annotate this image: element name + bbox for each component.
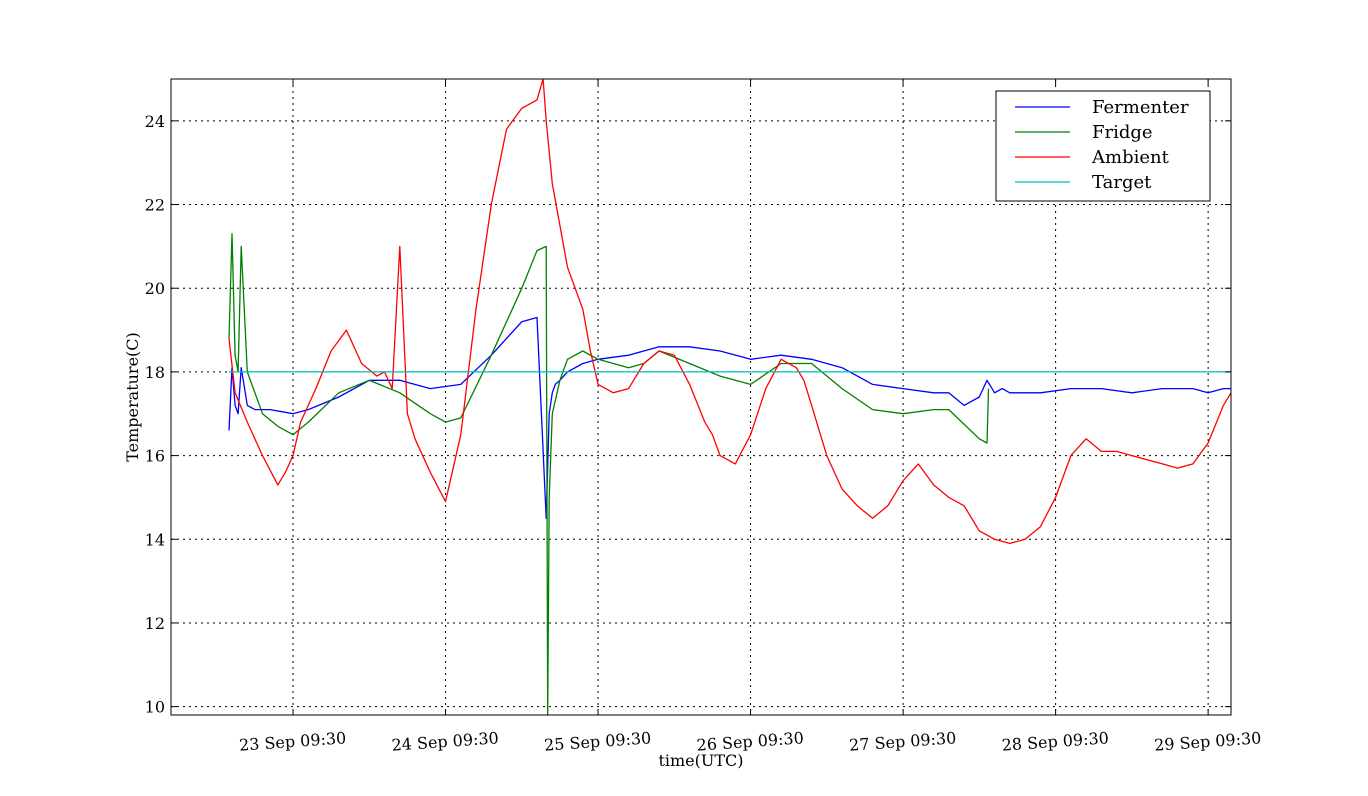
y-tick-label: 12 xyxy=(145,614,165,633)
legend: Fermenter Fridge Ambient Target xyxy=(995,90,1211,202)
legend-label-target: Target xyxy=(1092,172,1152,193)
legend-label-fridge: Fridge xyxy=(1092,122,1153,143)
series-fermenter-line xyxy=(228,316,1231,519)
y-tick-label: 14 xyxy=(145,530,165,549)
legend-box xyxy=(995,90,1211,202)
y-tick-label: 24 xyxy=(145,112,165,131)
series-fridge-line xyxy=(228,233,990,715)
y-tick-label: 16 xyxy=(145,447,165,466)
plot-area-frame xyxy=(170,78,1232,716)
y-axis-label: Temperature(C) xyxy=(123,332,142,462)
y-tick-label: 10 xyxy=(145,698,165,717)
y-tick-label: 18 xyxy=(145,363,165,382)
legend-label-fermenter: Fermenter xyxy=(1092,97,1189,118)
y-tick-label: 22 xyxy=(145,196,165,215)
legend-label-ambient: Ambient xyxy=(1091,147,1170,168)
series-lines xyxy=(228,79,1231,715)
y-tick-label: 20 xyxy=(145,279,165,298)
series-ambient-line xyxy=(228,79,1231,545)
x-axis-label: time(UTC) xyxy=(658,751,743,770)
